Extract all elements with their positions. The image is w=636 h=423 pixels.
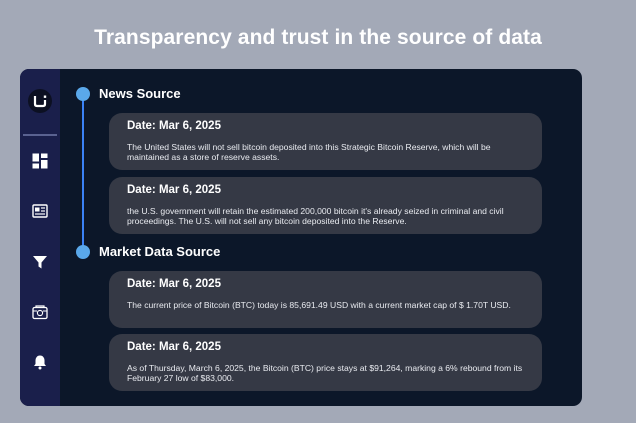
app-window: News Source Date: Mar 6, 2025 The United… (20, 69, 582, 406)
filter-icon[interactable] (30, 252, 50, 272)
section-title-market-data-source: Market Data Source (99, 244, 221, 259)
card-text: The current price of Bitcoin (BTC) today… (127, 300, 511, 310)
card-text: As of Thursday, March 6, 2025, the Bitco… (127, 363, 523, 383)
sidebar-divider (23, 134, 57, 136)
dashboard-icon[interactable] (30, 151, 50, 171)
page-title: Transparency and trust in the source of … (94, 26, 542, 49)
timeline-dot (76, 87, 90, 101)
sidebar (20, 69, 60, 406)
card-text: The United States will not sell bitcoin … (127, 142, 491, 162)
section-title-news-source: News Source (99, 86, 181, 101)
card-date: Date: Mar 6, 2025 (127, 120, 221, 132)
news-card[interactable]: Date: Mar 6, 2025 the U.S. government wi… (109, 177, 542, 234)
card-date: Date: Mar 6, 2025 (127, 341, 221, 353)
card-date: Date: Mar 6, 2025 (127, 278, 221, 290)
card-text: the U.S. government will retain the esti… (127, 206, 504, 226)
timeline-line (82, 95, 84, 253)
bell-icon[interactable] (30, 352, 50, 372)
news-icon[interactable] (30, 201, 50, 221)
timeline-dot (76, 245, 90, 259)
news-card[interactable]: Date: Mar 6, 2025 The United States will… (109, 113, 542, 170)
market-data-card[interactable]: Date: Mar 6, 2025 The current price of B… (109, 271, 542, 328)
market-data-card[interactable]: Date: Mar 6, 2025 As of Thursday, March … (109, 334, 542, 391)
brand-logo-icon[interactable] (28, 89, 52, 113)
card-date: Date: Mar 6, 2025 (127, 184, 221, 196)
wallet-icon[interactable] (30, 302, 50, 322)
